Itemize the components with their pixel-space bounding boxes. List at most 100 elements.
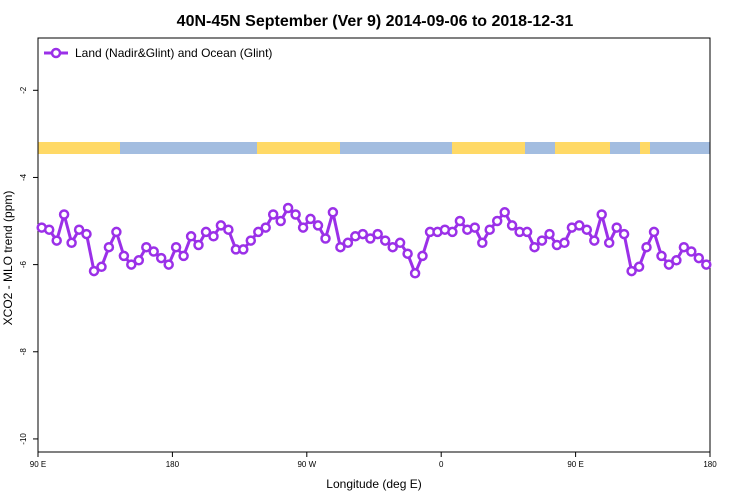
data-point-5 [73, 224, 85, 235]
x-axis-label: Longitude (deg E) [326, 477, 421, 491]
data-point-46 [379, 235, 391, 246]
data-point-38 [320, 233, 331, 244]
data-point-13 [133, 255, 145, 266]
legend-label: Land (Nadir&Glint) and Ocean (Glint) [75, 46, 272, 60]
data-point-2 [51, 235, 62, 246]
plot-frame [37, 37, 711, 453]
y-axis-label: XCO2 - MLO trend (ppm) [1, 191, 15, 326]
data-point-68 [544, 228, 555, 240]
data-point-51 [417, 250, 428, 262]
data-point-75 [596, 209, 607, 220]
data-point-44 [365, 233, 376, 244]
data-point-48 [394, 237, 406, 249]
data-point-33 [282, 202, 294, 214]
data-point-39 [327, 207, 339, 218]
data-point-61 [491, 215, 503, 227]
x-axis: 90 E 180 90 W 0 90 E 180 [30, 452, 717, 469]
data-point-62 [499, 207, 510, 218]
data-point-11 [118, 250, 130, 262]
data-point-31 [267, 209, 279, 220]
data-point-85 [671, 255, 682, 266]
x-tick-label-1: 180 [166, 460, 180, 469]
series-layer [36, 202, 712, 279]
data-point-1 [43, 224, 55, 235]
x-tick-label-0: 90 E [30, 460, 46, 469]
data-point-84 [663, 259, 675, 270]
data-point-10 [111, 226, 122, 238]
data-point-87 [686, 246, 697, 257]
data-point-8 [96, 261, 107, 273]
data-point-17 [163, 259, 174, 270]
data-point-24 [215, 220, 227, 231]
data-point-73 [581, 224, 593, 235]
data-point-78 [618, 228, 630, 240]
data-point-70 [559, 237, 570, 249]
data-point-16 [155, 252, 167, 264]
data-point-34 [290, 209, 301, 220]
data-point-55 [447, 226, 458, 238]
data-point-36 [305, 213, 316, 225]
data-point-15 [148, 246, 159, 257]
land-segment-3 [555, 142, 610, 154]
data-point-45 [372, 228, 383, 240]
data-point-21 [193, 239, 204, 251]
land-segment-0 [38, 142, 120, 154]
ocean-band [38, 142, 710, 154]
data-point-22 [200, 226, 212, 238]
data-point-30 [260, 222, 271, 233]
data-point-56 [454, 215, 466, 227]
data-point-81 [641, 241, 652, 253]
data-point-77 [611, 222, 622, 233]
y-tick-label-1: -4 [19, 173, 28, 181]
land-segment-2 [452, 142, 525, 154]
data-point-29 [253, 226, 264, 238]
y-tick-label-3: -8 [19, 348, 28, 356]
data-point-20 [185, 231, 197, 242]
chart-title: 40N-45N September (Ver 9) 2014-09-06 to … [177, 13, 574, 30]
data-point-9 [103, 241, 115, 253]
x-tick-label-3: 0 [439, 460, 444, 469]
data-point-66 [529, 241, 540, 253]
data-point-32 [275, 215, 286, 227]
land-segment-4 [640, 142, 650, 154]
data-point-59 [477, 237, 488, 249]
y-tick-label-2: -6 [19, 261, 28, 269]
data-point-76 [603, 237, 615, 249]
data-point-72 [574, 220, 585, 231]
data-point-14 [141, 241, 152, 253]
y-tick-label-0: -2 [19, 86, 28, 94]
data-point-4 [66, 237, 77, 249]
data-point-7 [88, 265, 100, 277]
data-point-28 [245, 235, 257, 246]
data-point-19 [178, 250, 189, 262]
data-point-50 [409, 268, 421, 279]
data-point-63 [506, 220, 518, 231]
data-point-35 [297, 222, 309, 233]
data-point-82 [648, 226, 660, 238]
data-point-74 [589, 235, 600, 246]
data-point-80 [633, 261, 645, 273]
data-point-89 [701, 259, 712, 270]
data-point-43 [357, 228, 369, 240]
data-point-58 [469, 222, 481, 233]
data-point-12 [126, 259, 137, 270]
data-point-49 [402, 248, 413, 259]
y-axis: -2 -4 -6 -8 -10 [19, 86, 38, 445]
data-point-88 [693, 252, 705, 264]
x-tick-label-4: 90 E [567, 460, 583, 469]
land-segment-1 [257, 142, 340, 154]
data-point-86 [678, 241, 690, 253]
data-point-6 [81, 228, 92, 240]
data-point-37 [312, 220, 324, 231]
data-point-40 [335, 241, 346, 253]
data-point-23 [208, 231, 219, 242]
data-point-41 [342, 237, 354, 249]
data-point-3 [58, 209, 70, 220]
x-tick-label-5: 180 [703, 460, 717, 469]
legend: Land (Nadir&Glint) and Ocean (Glint) [44, 46, 272, 60]
data-point-27 [238, 244, 249, 255]
x-tick-label-2: 90 W [297, 460, 316, 469]
data-point-25 [223, 224, 234, 235]
data-point-83 [656, 250, 667, 262]
